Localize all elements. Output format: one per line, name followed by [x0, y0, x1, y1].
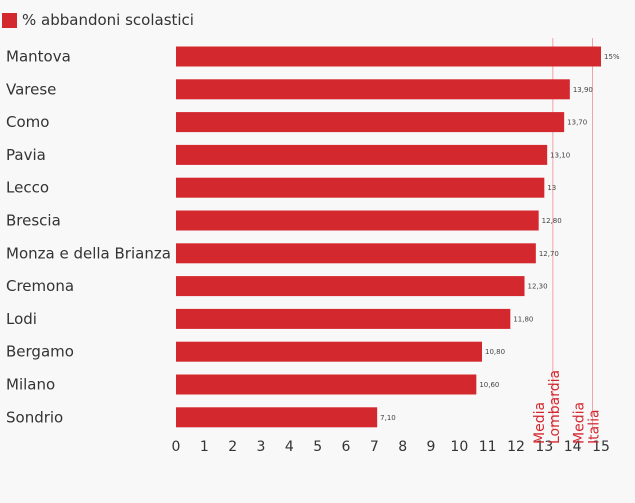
data-label: 13,90 [573, 86, 593, 94]
category-label: Bergamo [6, 343, 74, 361]
chart-legend: % abbandoni scolastici [2, 11, 194, 29]
x-tick-label: 13 [535, 439, 553, 455]
category-label: Monza e della Brianza [6, 244, 171, 262]
data-label: 13,70 [567, 119, 587, 127]
data-label: 12,70 [539, 250, 559, 258]
legend-swatch [2, 12, 17, 28]
legend-label: % abbandoni scolastici [22, 11, 194, 29]
x-tick-label: 15 [592, 439, 610, 455]
category-label: Brescia [6, 212, 61, 230]
data-label: 7,10 [380, 414, 396, 422]
bar [176, 210, 539, 231]
category-label: Milano [6, 376, 55, 394]
bar [176, 341, 482, 362]
x-tick-label: 9 [427, 439, 436, 455]
bar [176, 243, 536, 264]
data-label: 13,10 [550, 151, 570, 159]
x-tick-label: 5 [313, 439, 322, 455]
x-tick-label: 0 [172, 439, 181, 455]
category-label: Lecco [6, 179, 49, 197]
data-label: 15% [604, 53, 620, 61]
data-label: 10,80 [485, 348, 505, 356]
category-label: Como [6, 113, 49, 131]
category-label: Cremona [6, 277, 74, 295]
bar [176, 276, 525, 297]
data-label: 13 [547, 184, 556, 192]
bar [176, 374, 477, 395]
x-tick-label: 1 [200, 439, 209, 455]
bar [176, 308, 511, 329]
x-tick-label: 6 [342, 439, 351, 455]
reference-line-label: MediaLombardia [532, 370, 563, 444]
bar [176, 177, 545, 198]
x-tick-label: 3 [257, 439, 266, 455]
category-label: Varese [6, 80, 56, 98]
bar [176, 144, 548, 165]
reference-line-label: MediaItalia [572, 402, 603, 444]
bar [176, 79, 570, 100]
data-label: 12,80 [542, 217, 562, 225]
data-label: 11,80 [513, 315, 533, 323]
bar [176, 407, 378, 428]
bar [176, 112, 565, 133]
x-tick-label: 4 [285, 439, 294, 455]
x-tick-label: 12 [507, 439, 525, 455]
data-label: 10,60 [479, 381, 499, 389]
category-label: Sondrio [6, 408, 63, 426]
data-label: 12,30 [528, 283, 548, 291]
bar [176, 46, 601, 67]
x-tick-label: 8 [398, 439, 407, 455]
x-tick-label: 10 [450, 439, 468, 455]
category-label: Pavia [6, 146, 46, 164]
x-tick-label: 2 [228, 439, 237, 455]
x-tick-label: 7 [370, 439, 379, 455]
category-label: Mantova [6, 48, 71, 66]
x-tick-label: 14 [564, 439, 582, 455]
category-label: Lodi [6, 310, 37, 328]
x-tick-label: 11 [479, 439, 497, 455]
